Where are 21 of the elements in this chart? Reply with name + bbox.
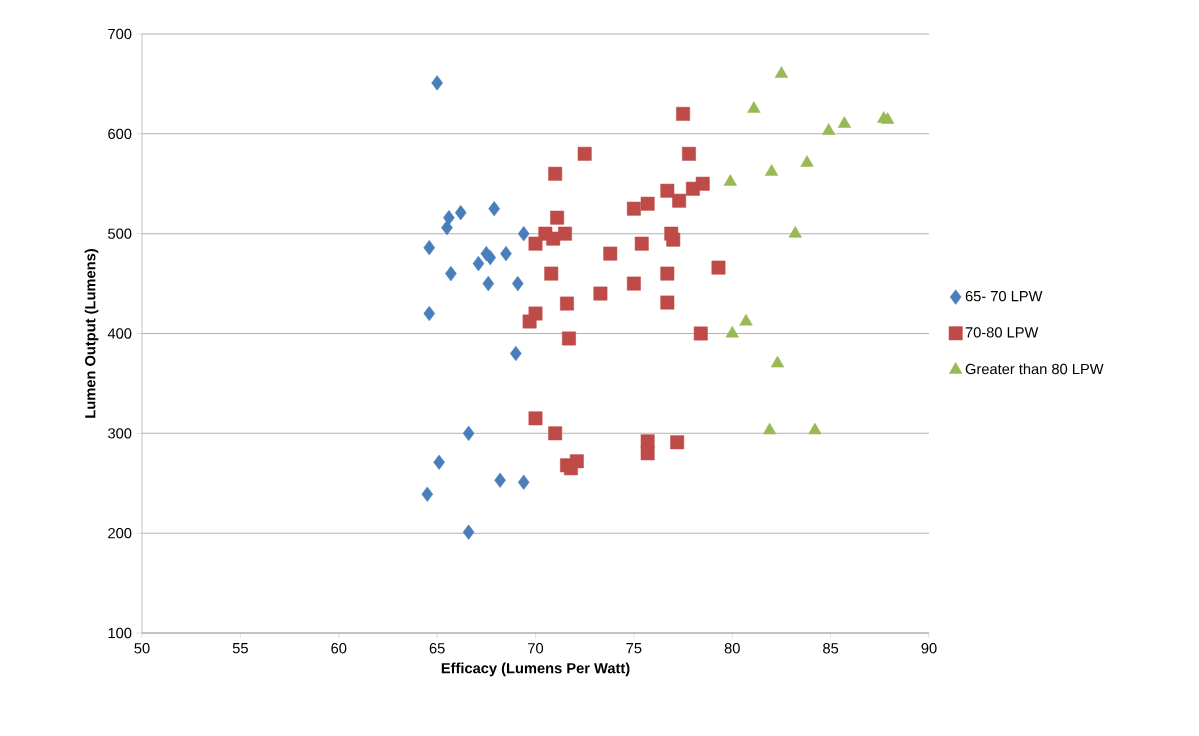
x-axis-title: Efficacy (Lumens Per Watt) bbox=[441, 662, 630, 677]
y-tick-label: 100 bbox=[108, 627, 132, 639]
x-tick-label: 80 bbox=[724, 643, 740, 654]
y-axis-title: Lumen Output (Lumens) bbox=[84, 249, 99, 418]
x-tick-label: 65 bbox=[429, 643, 445, 654]
y-tick-label: 500 bbox=[108, 228, 132, 239]
x-tick-label: 55 bbox=[232, 643, 248, 654]
legend-label: Greater than 80 LPW bbox=[965, 363, 1104, 375]
legend-label: 65- 70 LPW bbox=[965, 290, 1043, 302]
y-tick-label: 700 bbox=[108, 28, 132, 40]
y-tick-label: 200 bbox=[108, 527, 132, 539]
x-tick-label: 75 bbox=[626, 643, 642, 654]
y-tick-label: 600 bbox=[108, 128, 132, 140]
x-tick-label: 50 bbox=[134, 643, 150, 654]
x-tick-label: 90 bbox=[921, 643, 937, 654]
x-tick-label: 85 bbox=[823, 643, 839, 654]
y-tick-label: 300 bbox=[108, 428, 132, 439]
x-tick-label: 70 bbox=[528, 643, 544, 654]
y-tick-label: 400 bbox=[107, 328, 132, 339]
x-tick-label: 60 bbox=[331, 643, 347, 654]
legend-label: 70-80 LPW bbox=[965, 327, 1039, 338]
